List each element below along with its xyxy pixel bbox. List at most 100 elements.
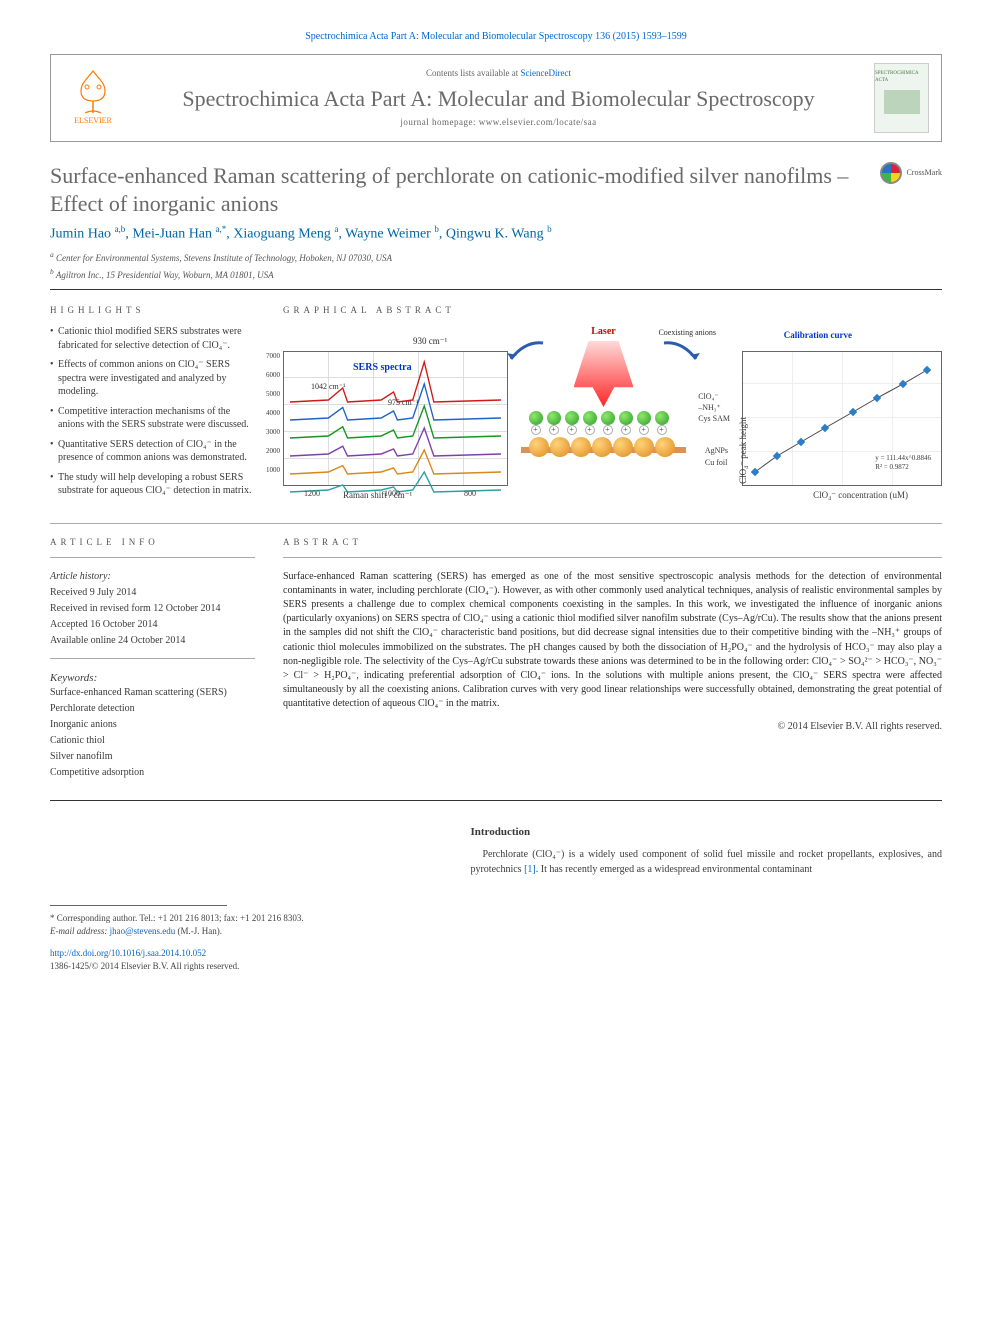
nh3-site-icon: + (639, 425, 649, 435)
keywords-block: Keywords: Surface-enhanced Raman scatter… (50, 671, 255, 780)
nh3-site-icon: + (567, 425, 577, 435)
arrow-left-icon (505, 339, 545, 369)
elsevier-label: ELSEVIER (74, 115, 112, 126)
keyword-line: Cationic thiol (50, 734, 255, 748)
peak-1042-label: 1042 cm⁻¹ (311, 381, 345, 392)
keyword-line: Silver nanofilm (50, 750, 255, 764)
separator (50, 658, 255, 659)
coexisting-text: Coexisting anions (658, 328, 716, 337)
doi-link[interactable]: http://dx.doi.org/10.1016/j.saa.2014.10.… (50, 947, 442, 960)
journal-cover-thumb: SPECTROCHIMICA ACTA (874, 63, 929, 133)
keyword-line: Competitive adsorption (50, 766, 255, 780)
agnps-label: AgNPs (705, 445, 728, 457)
keyword-line: Surface-enhanced Raman scattering (SERS) (50, 686, 255, 700)
highlight-item: Competitive interaction mechanisms of th… (50, 405, 255, 432)
keyword-line: Inorganic anions (50, 718, 255, 732)
graphical-abstract-col: GRAPHICAL ABSTRACT 700060005000400030002… (283, 304, 942, 515)
affiliations: a Center for Environmental Systems, Stev… (50, 250, 942, 281)
particle-layer: ++++++++ (529, 411, 679, 451)
separator (50, 800, 942, 801)
article-info-col: ARTICLE INFO Article history: Received 9… (50, 536, 255, 782)
nh3-label: –NH₃⁺ (698, 402, 730, 413)
email-line: E-mail address: jhao@stevens.edu (M.-J. … (50, 925, 442, 938)
cal-ylabel: ClO₄⁻ peak height (737, 417, 750, 484)
calibration-equation: y = 111.44x^0.8846 R² = 0.9872 (875, 454, 931, 471)
graphical-abstract: 7000600050004000300020001000 12001000800… (283, 325, 942, 515)
crossmark-badge[interactable]: CrossMark (880, 162, 942, 184)
email-label: E-mail address: (50, 926, 107, 936)
footnote-separator (50, 905, 227, 906)
calibration-chart: y = 111.44x^0.8846 R² = 0.9872 (742, 351, 942, 486)
history-line: Available online 24 October 2014 (50, 634, 255, 648)
footnote-col: * Corresponding author. Tel.: +1 201 216… (50, 825, 442, 972)
introduction-col: Introduction Perchlorate (ClO₄⁻) is a wi… (470, 825, 942, 972)
abstract-heading: ABSTRACT (283, 536, 942, 549)
affiliation-line: b Agiltron Inc., 15 Presidential Way, Wo… (50, 267, 942, 282)
authors-line: Jumin Hao a,b, Mei-Juan Han a,*, Xiaogua… (50, 223, 942, 244)
highlights-heading: HIGHLIGHTS (50, 304, 255, 317)
clo4-particle-icon (547, 411, 561, 425)
journal-header: ELSEVIER Contents lists available at Sci… (50, 54, 942, 142)
clo4-particle-icon (619, 411, 633, 425)
sers-ytick: 7000 (258, 352, 280, 362)
highlight-item: Quantitative SERS detection of ClO₄⁻ in … (50, 438, 255, 465)
nh3-site-icon: + (549, 425, 559, 435)
thumb-swatch (884, 90, 920, 114)
highlights-graphical-row: HIGHLIGHTS Cationic thiol modified SERS … (50, 304, 942, 515)
clo4-particle-icon (655, 411, 669, 425)
history-line: Received in revised form 12 October 2014 (50, 602, 255, 616)
separator (50, 557, 255, 558)
clo4-particle-icon (565, 411, 579, 425)
email-name: (M.-J. Han). (177, 926, 222, 936)
affiliation-line: a Center for Environmental Systems, Stev… (50, 250, 942, 265)
sers-xtick: 1200 (304, 488, 320, 499)
history-line: Accepted 16 October 2014 (50, 618, 255, 632)
peak-975-label: 975 cm⁻¹ (388, 397, 418, 408)
crossmark-icon (880, 162, 902, 184)
history-line: Received 9 July 2014 (50, 586, 255, 600)
nh3-site-icon: + (531, 425, 541, 435)
author-email-link[interactable]: jhao@stevens.edu (110, 926, 176, 936)
sciencedirect-link[interactable]: ScienceDirect (521, 68, 571, 78)
elsevier-tree-icon (73, 69, 113, 115)
highlight-item: Effects of common anions on ClO₄⁻ SERS s… (50, 358, 255, 399)
highlights-list: Cationic thiol modified SERS substrates … (50, 325, 255, 498)
citation-line: Spectrochimica Acta Part A: Molecular an… (50, 30, 942, 44)
highlights-col: HIGHLIGHTS Cationic thiol modified SERS … (50, 304, 255, 503)
history-label: Article history: (50, 570, 255, 584)
nh3-site-icon: + (657, 425, 667, 435)
intro-row: * Corresponding author. Tel.: +1 201 216… (50, 825, 942, 972)
graphical-heading: GRAPHICAL ABSTRACT (283, 304, 942, 317)
sers-label: SERS spectra (353, 361, 412, 375)
title-row: Surface-enhanced Raman scattering of per… (50, 162, 942, 217)
agnp-icon (550, 437, 570, 457)
abstract-copyright: © 2014 Elsevier B.V. All rights reserved… (283, 720, 942, 734)
nh3-site-icon: + (585, 425, 595, 435)
highlight-item: The study will help developing a robust … (50, 471, 255, 498)
clo4-particle-icon (601, 411, 615, 425)
peak-930-label: 930 cm⁻¹ (413, 335, 447, 348)
agnp-icon (634, 437, 654, 457)
ref-link[interactable]: [1] (524, 864, 536, 875)
corresponding-author: * Corresponding author. Tel.: +1 201 216… (50, 912, 442, 925)
keyword-line: Perchlorate detection (50, 702, 255, 716)
introduction-text: Perchlorate (ClO₄⁻) is a widely used com… (470, 848, 942, 876)
agnp-icon (592, 437, 612, 457)
sers-ytick: 6000 (258, 371, 280, 381)
separator (283, 557, 942, 558)
contents-line: Contents lists available at ScienceDirec… (137, 67, 860, 80)
sers-ytick: 5000 (258, 390, 280, 400)
keywords-label: Keywords: (50, 671, 255, 686)
thumb-text: SPECTROCHIMICA ACTA (875, 70, 928, 84)
nh3-site-icon: + (603, 425, 613, 435)
cufoil-label: Cu foil (705, 457, 728, 469)
crossmark-label: CrossMark (906, 167, 942, 178)
cyssam-label: Cys SAM (698, 413, 730, 424)
separator (50, 289, 942, 290)
highlight-item: Cationic thiol modified SERS substrates … (50, 325, 255, 352)
journal-homepage: journal homepage: www.elsevier.com/locat… (137, 116, 860, 129)
info-abstract-row: ARTICLE INFO Article history: Received 9… (50, 536, 942, 782)
cal-xlabel: ClO₄⁻ concentration (uM) (813, 489, 908, 502)
homepage-url[interactable]: www.elsevier.com/locate/saa (479, 117, 597, 127)
separator (50, 523, 942, 524)
